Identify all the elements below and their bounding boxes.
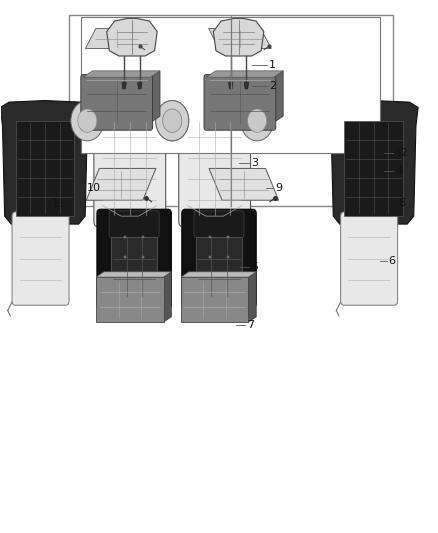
Polygon shape [83, 71, 160, 77]
FancyBboxPatch shape [341, 212, 398, 305]
FancyBboxPatch shape [81, 75, 152, 130]
FancyBboxPatch shape [194, 211, 244, 237]
Polygon shape [181, 272, 256, 277]
Bar [96, 277, 163, 322]
Bar [181, 277, 248, 322]
Bar [196, 237, 242, 298]
Circle shape [78, 109, 97, 132]
Circle shape [240, 101, 274, 141]
Bar [81, 17, 381, 152]
Circle shape [162, 109, 182, 132]
Polygon shape [244, 83, 249, 89]
Polygon shape [329, 101, 418, 224]
Polygon shape [163, 272, 171, 322]
FancyBboxPatch shape [97, 209, 171, 308]
Text: 12: 12 [395, 148, 410, 158]
FancyBboxPatch shape [12, 212, 69, 305]
Text: 3: 3 [252, 158, 259, 168]
Circle shape [155, 101, 189, 141]
FancyBboxPatch shape [344, 120, 403, 216]
FancyBboxPatch shape [204, 75, 276, 130]
Text: 8: 8 [398, 198, 406, 208]
Text: 7: 7 [247, 320, 254, 330]
Polygon shape [85, 28, 148, 49]
Polygon shape [86, 168, 156, 200]
FancyBboxPatch shape [15, 120, 74, 216]
Bar [111, 237, 157, 298]
Text: 4: 4 [395, 166, 403, 176]
Polygon shape [122, 83, 126, 89]
Text: 6: 6 [389, 256, 396, 266]
Circle shape [162, 109, 182, 132]
Text: 11: 11 [51, 199, 65, 209]
Polygon shape [208, 28, 271, 49]
Text: 2: 2 [269, 81, 276, 91]
Text: 9: 9 [276, 183, 283, 193]
Circle shape [155, 101, 189, 141]
Polygon shape [96, 272, 171, 277]
Polygon shape [150, 71, 160, 123]
Circle shape [247, 109, 267, 132]
Polygon shape [213, 18, 264, 56]
Circle shape [71, 101, 104, 141]
Polygon shape [248, 272, 256, 322]
Polygon shape [206, 71, 283, 77]
Polygon shape [229, 83, 233, 89]
FancyBboxPatch shape [182, 209, 256, 308]
Bar [69, 14, 393, 206]
FancyBboxPatch shape [179, 110, 251, 227]
Polygon shape [107, 18, 157, 56]
Polygon shape [0, 101, 89, 224]
FancyBboxPatch shape [94, 110, 166, 227]
Text: 1: 1 [269, 60, 276, 70]
Polygon shape [209, 168, 279, 200]
FancyBboxPatch shape [109, 211, 159, 237]
Text: 5: 5 [252, 262, 259, 271]
Polygon shape [274, 71, 283, 123]
Text: 10: 10 [87, 183, 101, 193]
Polygon shape [138, 83, 142, 89]
